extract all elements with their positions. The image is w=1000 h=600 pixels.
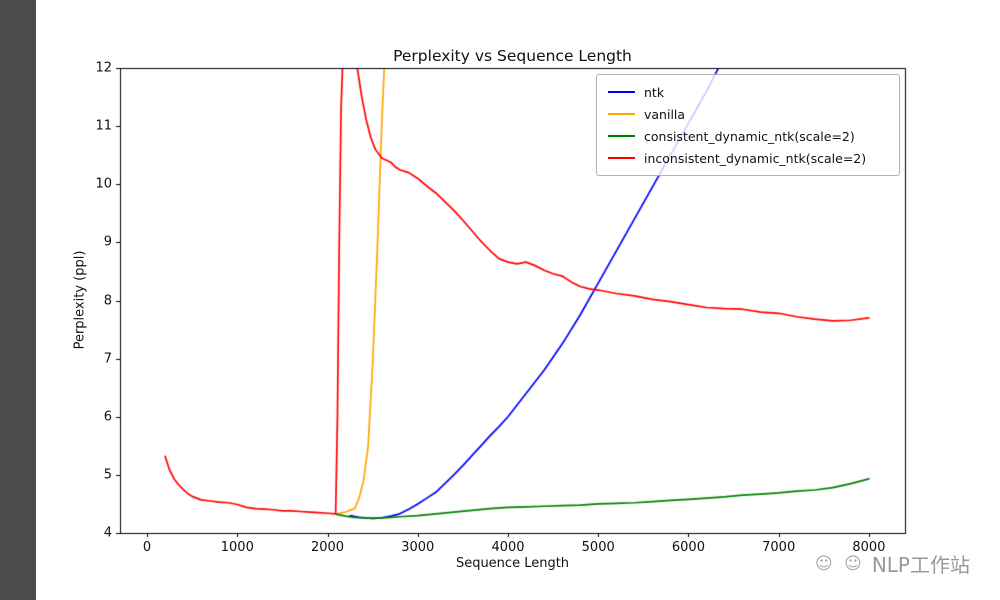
- y-tick-label: 12: [95, 60, 112, 76]
- watermark-emoji-icons: ☺ ☺: [814, 553, 865, 574]
- x-tick-label: 3000: [401, 540, 435, 555]
- x-tick-label: 6000: [671, 540, 705, 555]
- y-tick-label: 10: [95, 176, 112, 192]
- y-tick-label: 7: [103, 351, 112, 367]
- y-tick-label: 8: [103, 293, 112, 308]
- legend: ntk vanilla consistent_dynamic_ntk(scale=2…: [596, 74, 900, 176]
- x-tick-label: 2000: [310, 540, 345, 555]
- x-tick-label: 8000: [852, 540, 886, 555]
- legend-label: inconsistent_dynamic_ntk(scale=2): [644, 150, 867, 166]
- x-tick-label: 5000: [581, 540, 615, 555]
- legend-item: ntk: [608, 81, 888, 103]
- legend-line-swatch: [608, 135, 635, 137]
- y-tick-label: 6: [103, 409, 112, 425]
- legend-item: consistent_dynamic_ntk(scale=2): [608, 125, 888, 147]
- y-tick-label: 11: [95, 118, 112, 134]
- legend-item: vanilla: [608, 103, 888, 125]
- chart-title: Perplexity vs Sequence Length: [393, 47, 632, 65]
- legend-line-swatch: [608, 91, 635, 93]
- x-axis-label: Sequence Length: [455, 556, 570, 571]
- legend-line-swatch: [608, 113, 635, 115]
- legend-label: vanilla: [644, 106, 686, 122]
- y-tick-label: 5: [103, 467, 112, 483]
- watermark-text: NLP工作站: [871, 553, 970, 577]
- x-tick-label: 7000: [762, 540, 796, 555]
- y-tick-label: 9: [103, 234, 112, 250]
- x-tick-label: 1000: [220, 540, 254, 555]
- legend-line-swatch: [608, 157, 635, 159]
- y-tick-label: 4: [103, 525, 112, 541]
- legend-label: ntk: [644, 84, 665, 100]
- x-tick-label: 0: [142, 540, 152, 555]
- watermark: ☺ ☺ NLP工作站: [815, 549, 970, 578]
- legend-label: consistent_dynamic_ntk(scale=2): [644, 128, 855, 144]
- legend-item: inconsistent_dynamic_ntk(scale=2): [608, 147, 888, 169]
- x-tick-label: 4000: [491, 540, 525, 555]
- y-axis-label: Perplexity (ppl): [72, 250, 88, 350]
